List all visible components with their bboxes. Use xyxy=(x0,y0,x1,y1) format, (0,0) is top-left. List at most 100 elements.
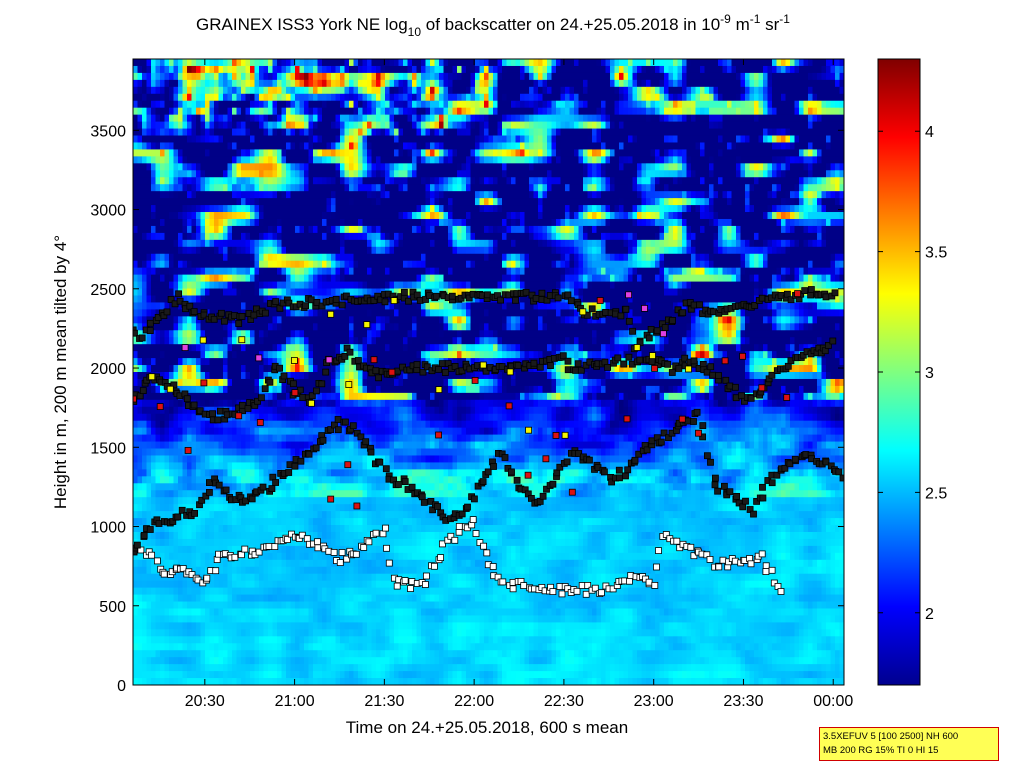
heatmap-cell xyxy=(304,86,310,95)
heatmap-cell xyxy=(133,385,139,394)
heatmap-cell xyxy=(245,504,251,512)
heatmap-cell xyxy=(187,476,193,484)
heatmap-cell xyxy=(223,615,229,623)
heatmap-cell xyxy=(241,260,247,269)
heatmap-cell xyxy=(205,469,211,477)
heatmap-cell xyxy=(344,587,350,596)
heatmap-cell xyxy=(349,392,355,401)
heatmap-cell xyxy=(245,462,251,470)
heatmap-cell xyxy=(232,156,238,164)
heatmap-cell xyxy=(182,309,188,317)
heatmap-cell xyxy=(331,163,337,171)
heatmap-cell xyxy=(308,531,314,540)
heatmap-cell xyxy=(236,135,242,144)
heatmap-cell xyxy=(187,121,193,130)
heatmap-cell xyxy=(380,205,386,213)
heatmap-cell xyxy=(214,615,220,623)
heatmap-cell xyxy=(272,664,278,672)
heatmap-cell xyxy=(344,86,350,95)
heatmap-cell xyxy=(304,518,310,526)
heatmap-cell xyxy=(214,121,220,130)
heatmap-cell xyxy=(353,128,359,137)
heatmap-cell xyxy=(286,622,292,630)
heatmap-cell xyxy=(209,448,215,457)
heatmap-cell xyxy=(313,643,319,651)
heatmap-cell xyxy=(227,100,233,109)
heatmap-cell xyxy=(200,274,206,283)
heatmap-cell xyxy=(317,650,323,658)
heatmap-cell xyxy=(200,218,206,227)
heatmap-cell xyxy=(160,525,166,533)
heatmap-cell xyxy=(281,79,287,88)
heatmap-cell xyxy=(313,205,319,213)
heatmap-cell xyxy=(358,538,364,547)
heatmap-cell xyxy=(137,323,143,331)
heatmap-cell xyxy=(137,302,143,310)
heatmap-cell xyxy=(209,392,215,401)
heatmap-cell xyxy=(164,636,170,644)
heatmap-cell xyxy=(259,434,265,443)
heatmap-cell xyxy=(304,212,310,220)
heatmap-cell xyxy=(263,302,269,310)
heatmap-cell xyxy=(178,302,184,310)
heatmap-cell xyxy=(160,358,166,366)
heatmap-cell xyxy=(254,518,260,526)
heatmap-cell xyxy=(308,476,314,484)
heatmap-cell xyxy=(317,483,323,491)
heatmap-cell xyxy=(245,365,251,373)
heatmap-cell xyxy=(223,344,229,352)
heatmap-cell xyxy=(223,525,229,533)
heatmap-cell xyxy=(133,59,139,67)
heatmap-cell xyxy=(335,490,341,498)
heatmap-cell xyxy=(304,587,310,596)
heatmap-cell xyxy=(268,156,274,164)
heatmap-cell xyxy=(232,135,238,144)
heatmap-cell xyxy=(295,559,301,568)
heatmap-cell xyxy=(178,156,184,164)
heatmap-cell xyxy=(295,170,301,178)
heatmap-cell xyxy=(169,469,175,477)
heatmap-cell xyxy=(142,573,148,582)
heatmap-cell xyxy=(326,274,332,283)
heatmap-cell xyxy=(322,239,328,248)
heatmap-cell xyxy=(371,483,377,491)
heatmap-cell xyxy=(290,177,296,185)
heatmap-cell xyxy=(344,629,350,637)
heatmap-cell xyxy=(313,559,319,568)
heatmap-cell xyxy=(133,657,139,665)
heatmap-cell xyxy=(146,65,152,74)
heatmap-cell xyxy=(196,490,202,498)
heatmap-cell xyxy=(173,93,179,102)
heatmap-cell xyxy=(137,358,143,366)
heatmap-cell xyxy=(241,149,247,157)
heatmap-cell xyxy=(317,678,323,685)
heatmap-cell xyxy=(205,114,211,123)
heatmap-cell xyxy=(164,177,170,185)
heatmap-cell xyxy=(187,455,193,464)
heatmap-cell xyxy=(164,72,170,81)
heatmap-cell xyxy=(209,351,215,359)
heatmap-cell xyxy=(380,302,386,310)
heatmap-cell xyxy=(349,678,355,685)
heatmap-cell xyxy=(196,100,202,109)
heatmap-cell xyxy=(196,79,202,88)
heatmap-cell xyxy=(304,72,310,81)
heatmap-cell xyxy=(322,580,328,589)
heatmap-cell xyxy=(272,490,278,498)
heatmap-cell xyxy=(380,351,386,359)
heatmap-cell xyxy=(214,212,220,220)
heatmap-cell xyxy=(335,225,341,234)
heatmap-cell xyxy=(313,191,319,199)
heatmap-cell xyxy=(259,657,265,665)
heatmap-cell xyxy=(146,518,152,526)
heatmap-cell xyxy=(322,462,328,470)
heatmap-cell xyxy=(263,163,269,171)
heatmap-cell xyxy=(322,678,328,685)
heatmap-cell xyxy=(218,455,224,464)
heatmap-cell xyxy=(317,365,323,373)
heatmap-cell xyxy=(245,163,251,171)
heatmap-cell xyxy=(209,671,215,679)
heatmap-cell xyxy=(236,323,242,331)
heatmap-cell xyxy=(146,490,152,498)
heatmap-cell xyxy=(151,511,157,519)
